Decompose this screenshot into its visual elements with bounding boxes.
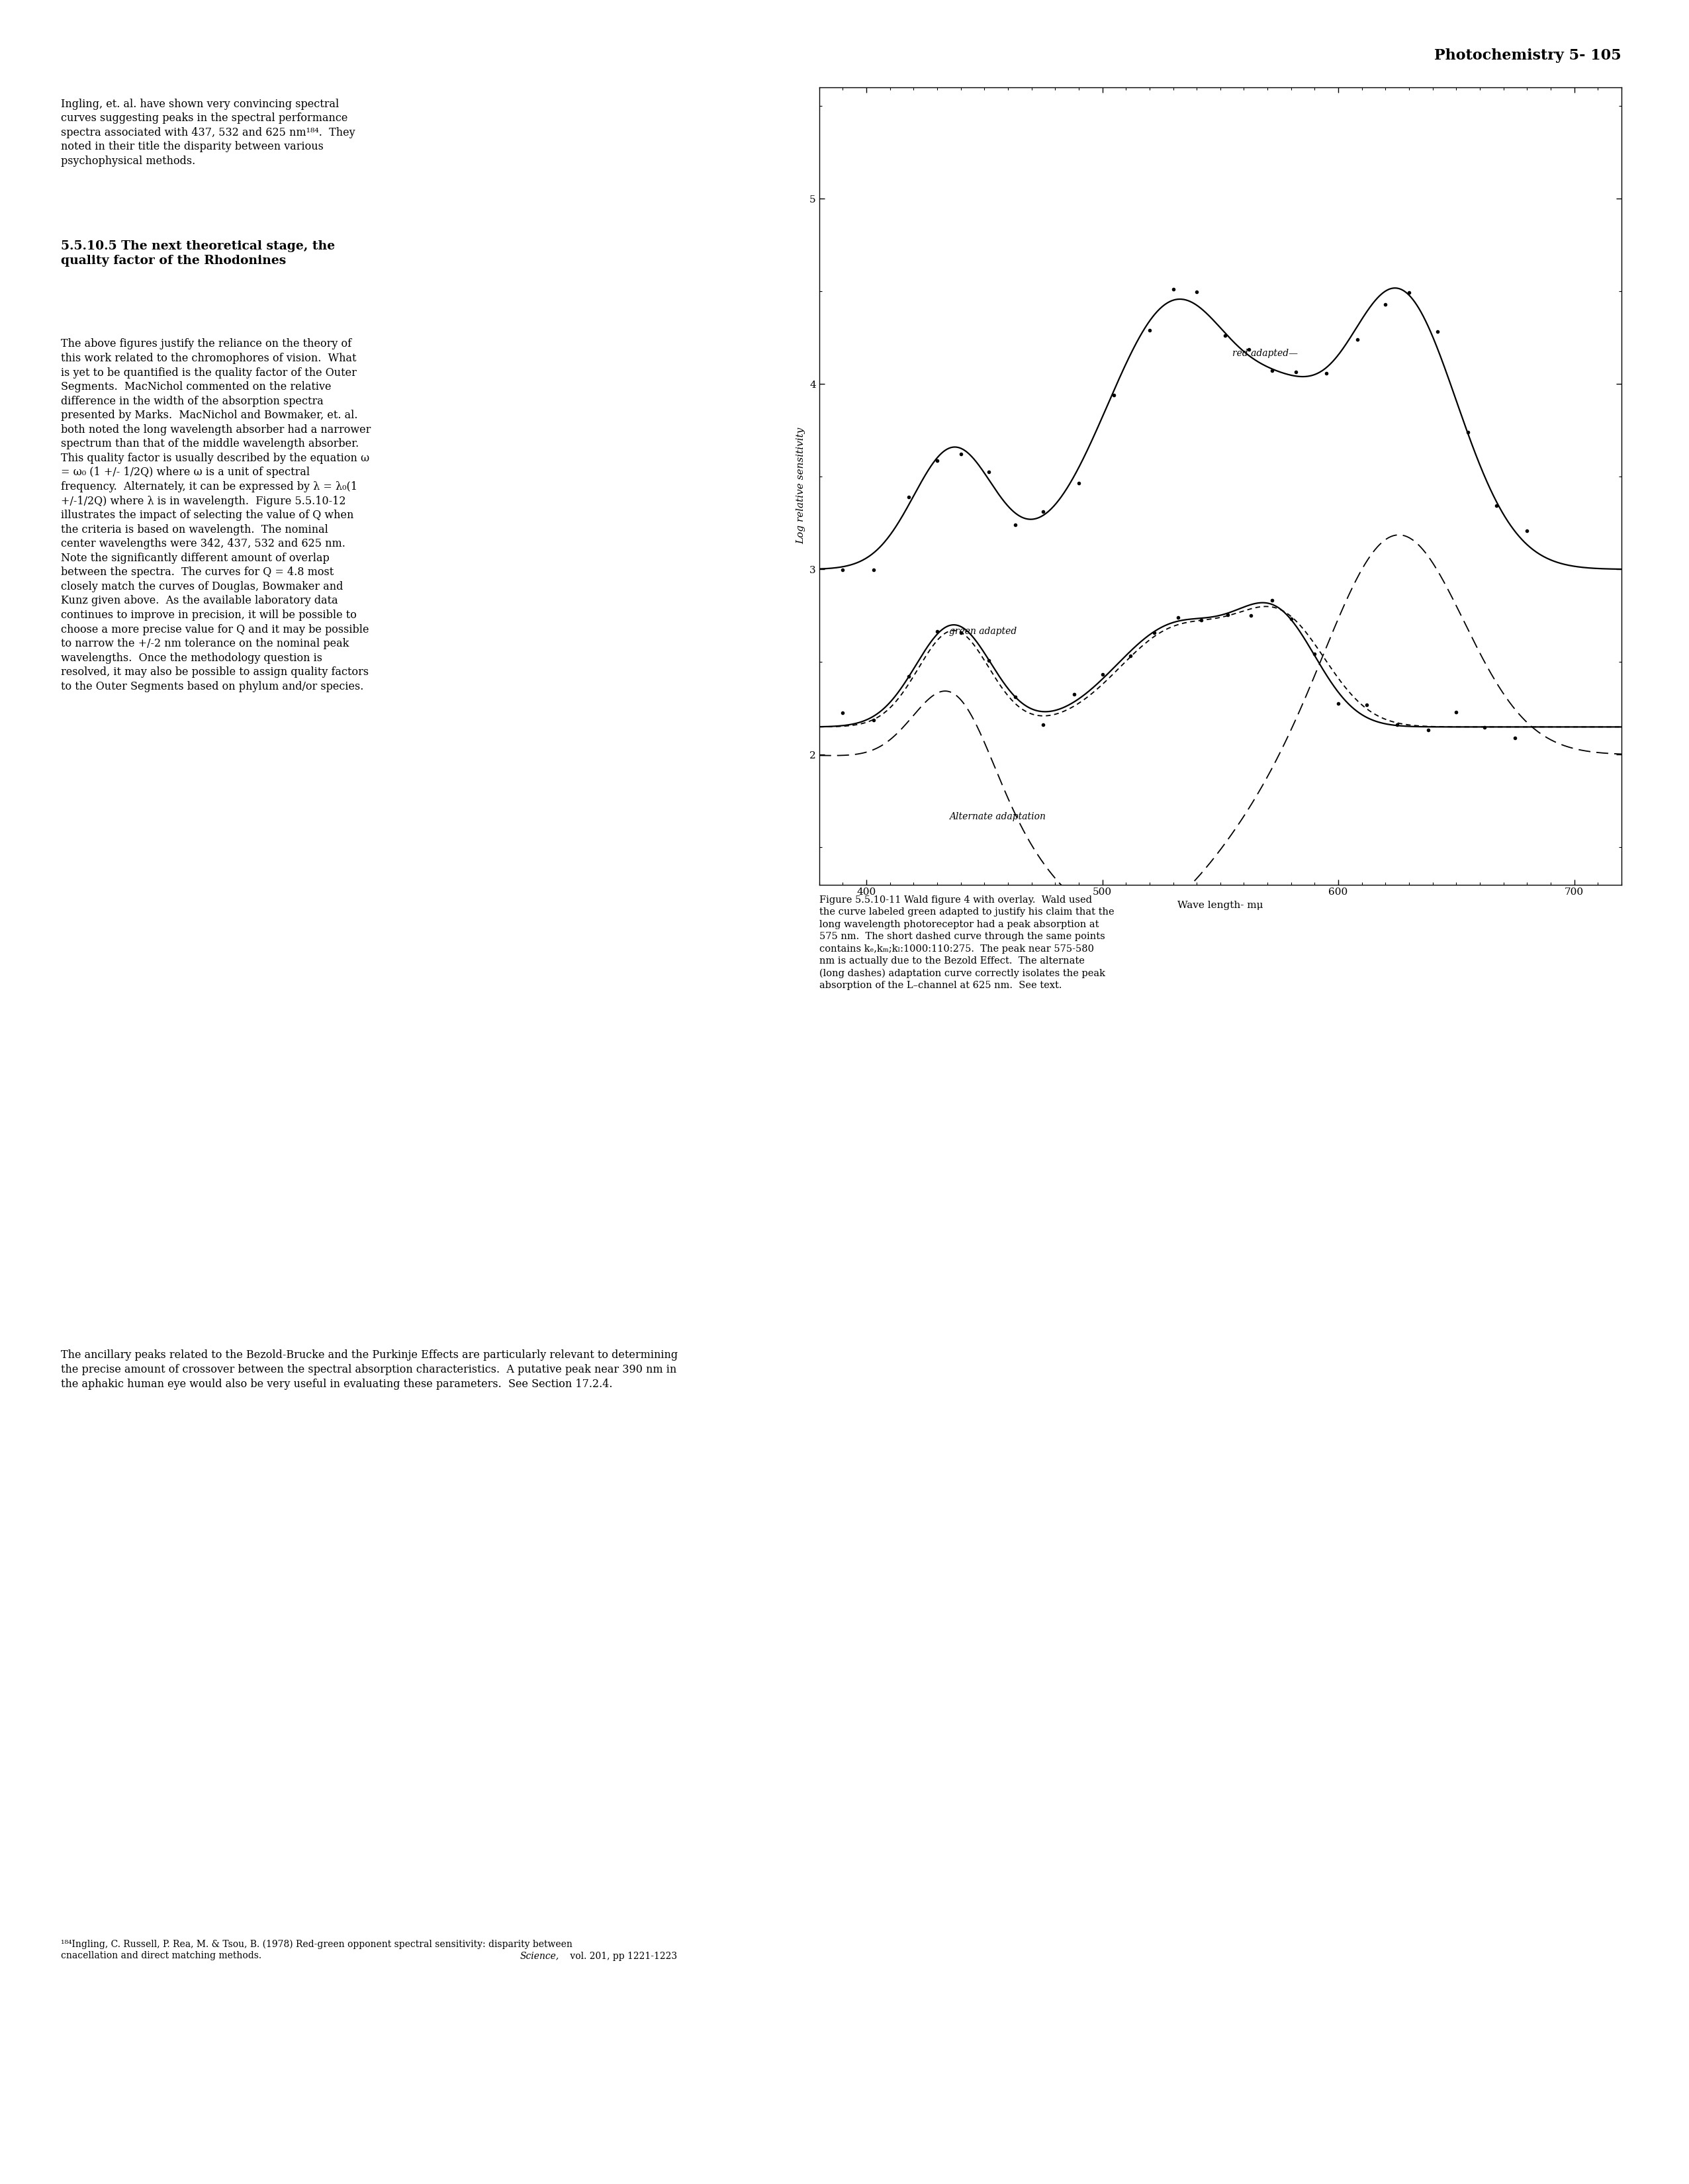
Text: Ingling, et. al. have shown very convincing spectral
curves suggesting peaks in : Ingling, et. al. have shown very convinc…: [61, 98, 355, 166]
Text: The above figures justify the reliance on the theory of
this work related to the: The above figures justify the reliance o…: [61, 339, 372, 692]
Y-axis label: Log relative sensitivity: Log relative sensitivity: [797, 428, 806, 544]
Text: Science,: Science,: [520, 1952, 559, 1961]
Text: green adapted: green adapted: [949, 627, 1017, 636]
Text: The ancillary peaks related to the Bezold-Brucke and the Purkinje Effects are pa: The ancillary peaks related to the Bezol…: [61, 1350, 677, 1389]
Text: ¹⁸⁴Ingling, C. Russell, P. Rea, M. & Tsou, B. (1978) Red-green opponent spectral: ¹⁸⁴Ingling, C. Russell, P. Rea, M. & Tso…: [61, 1939, 573, 1961]
Text: red adapted—: red adapted—: [1231, 349, 1297, 358]
Text: Photochemistry 5- 105: Photochemistry 5- 105: [1434, 48, 1621, 63]
Text: Alternate adaptation: Alternate adaptation: [949, 812, 1045, 821]
Text: vol. 201, pp 1221-1223: vol. 201, pp 1221-1223: [568, 1952, 677, 1961]
Text: Figure 5.5.10-11 Wald figure 4 with overlay.  Wald used
the curve labeled green : Figure 5.5.10-11 Wald figure 4 with over…: [819, 895, 1115, 989]
Text: 5.5.10.5 The next theoretical stage, the
quality factor of the Rhodonines: 5.5.10.5 The next theoretical stage, the…: [61, 240, 334, 266]
X-axis label: Wave length- mμ: Wave length- mμ: [1177, 900, 1263, 911]
